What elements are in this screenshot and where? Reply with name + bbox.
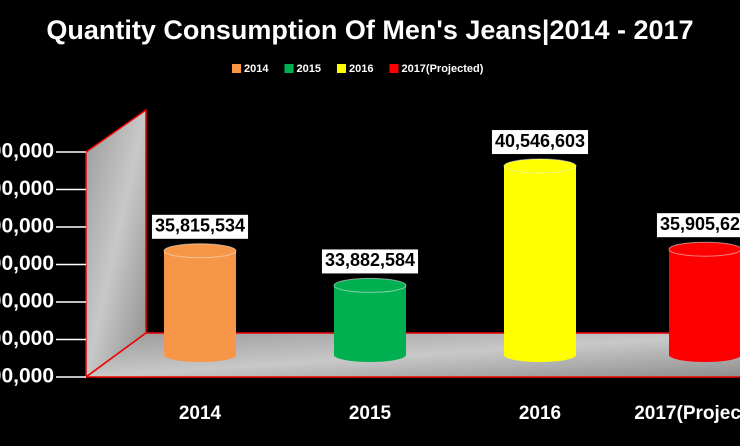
- data-label: 35,905,623: [660, 214, 740, 234]
- legend-swatch: [232, 64, 241, 73]
- data-label: 40,546,603: [495, 131, 585, 151]
- y-tick-label: 42,000,000: [0, 140, 54, 163]
- legend-swatch: [389, 64, 399, 73]
- legend-label: 2015: [296, 63, 320, 75]
- legend-swatch: [284, 64, 294, 73]
- data-label-box: [319, 247, 421, 276]
- data-label-box: [654, 211, 740, 240]
- bar: [334, 285, 406, 362]
- data-label: 35,815,534: [155, 216, 245, 236]
- x-tick-label: 2014: [179, 403, 222, 424]
- floor: [83, 332, 740, 378]
- x-tick-label: 2017(Projected): [634, 403, 740, 424]
- side-wall: [85, 108, 147, 379]
- bar: [504, 166, 576, 362]
- legend-label: 2016: [349, 63, 373, 75]
- data-label-box: [489, 128, 591, 157]
- bar-top: [333, 277, 407, 293]
- y-tick-label: 32,000,000: [0, 327, 54, 350]
- data-label: 33,882,584: [325, 250, 415, 270]
- y-tick-label: 30,000,000: [0, 365, 54, 388]
- legend-label: 2017(Projected): [401, 63, 483, 75]
- x-tick-label: 2015: [349, 403, 392, 424]
- y-tick-label: 36,000,000: [0, 252, 54, 275]
- data-label-box: [149, 212, 251, 241]
- y-tick-label: 34,000,000: [0, 290, 54, 313]
- bar-top: [668, 241, 740, 257]
- chart-title: Quantity Consumption Of Men's Jeans|2014…: [46, 15, 693, 45]
- legend-swatch: [336, 64, 346, 73]
- bar-top: [503, 158, 577, 174]
- bar: [669, 249, 740, 362]
- bar: [164, 250, 236, 362]
- bar-top: [163, 243, 237, 259]
- y-tick-label: 38,000,000: [0, 215, 54, 238]
- y-tick-label: 40,000,000: [0, 177, 54, 200]
- legend-label: 2014: [244, 63, 269, 75]
- x-tick-label: 2016: [519, 403, 561, 424]
